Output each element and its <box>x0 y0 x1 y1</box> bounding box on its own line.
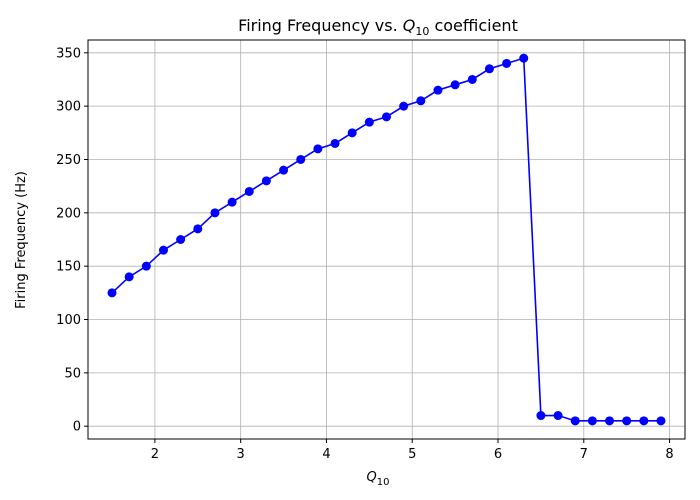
data-point <box>193 224 203 234</box>
data-point <box>450 80 460 90</box>
data-point <box>244 186 254 196</box>
data-point <box>605 416 615 426</box>
data-point <box>536 411 546 421</box>
x-tick-label: 8 <box>665 447 673 462</box>
x-tick-label: 7 <box>580 447 588 462</box>
data-point <box>622 416 632 426</box>
data-point <box>484 64 494 74</box>
y-tick-label: 250 <box>56 153 81 168</box>
y-tick-label: 100 <box>56 313 81 328</box>
x-tick-label: 3 <box>237 447 245 462</box>
data-point <box>502 58 512 68</box>
data-point <box>176 235 186 244</box>
y-tick-label: 150 <box>56 260 81 275</box>
series-layer <box>107 53 666 426</box>
plot-area-frame <box>87 39 686 440</box>
data-point <box>467 74 477 84</box>
x-tick-label: 4 <box>322 447 330 462</box>
y-tick-label: 350 <box>56 46 81 61</box>
data-point <box>587 416 597 426</box>
data-point <box>347 128 357 138</box>
y-tick-label: 50 <box>64 366 81 381</box>
chart-title: Firing Frequency vs. Q10 coefficient <box>238 16 518 38</box>
x-tick-label: 2 <box>151 447 159 462</box>
data-point <box>433 85 443 95</box>
data-point <box>296 154 306 164</box>
data-point <box>210 208 220 218</box>
grid <box>88 40 685 439</box>
data-point <box>416 96 426 106</box>
data-point <box>107 288 117 298</box>
y-tick-label: 0 <box>73 420 81 435</box>
data-point <box>399 101 409 111</box>
x-tick-label: 5 <box>408 447 416 462</box>
data-point <box>570 416 580 426</box>
data-point <box>330 138 340 148</box>
data-point <box>656 416 666 426</box>
data-point <box>261 176 271 186</box>
x-axis-ticks: 2 3 4 5 6 7 8 <box>151 439 674 462</box>
data-point <box>553 411 563 421</box>
y-axis-ticks: 0 50 100 150 200 250 300 350 <box>56 46 88 435</box>
data-point <box>382 112 391 122</box>
x-axis-label: Q10 <box>367 470 390 488</box>
data-point <box>141 261 151 271</box>
data-point <box>124 272 134 282</box>
data-point <box>519 53 529 63</box>
y-tick-label: 300 <box>56 100 81 115</box>
y-tick-label: 200 <box>56 206 81 221</box>
data-point <box>227 197 237 207</box>
data-point <box>639 416 649 426</box>
y-axis-label: Firing Frequency (Hz) <box>14 171 29 309</box>
data-point <box>158 245 168 255</box>
x-tick-label: 6 <box>494 447 502 462</box>
data-point <box>279 165 289 175</box>
data-point <box>313 144 323 154</box>
data-point <box>364 117 374 127</box>
